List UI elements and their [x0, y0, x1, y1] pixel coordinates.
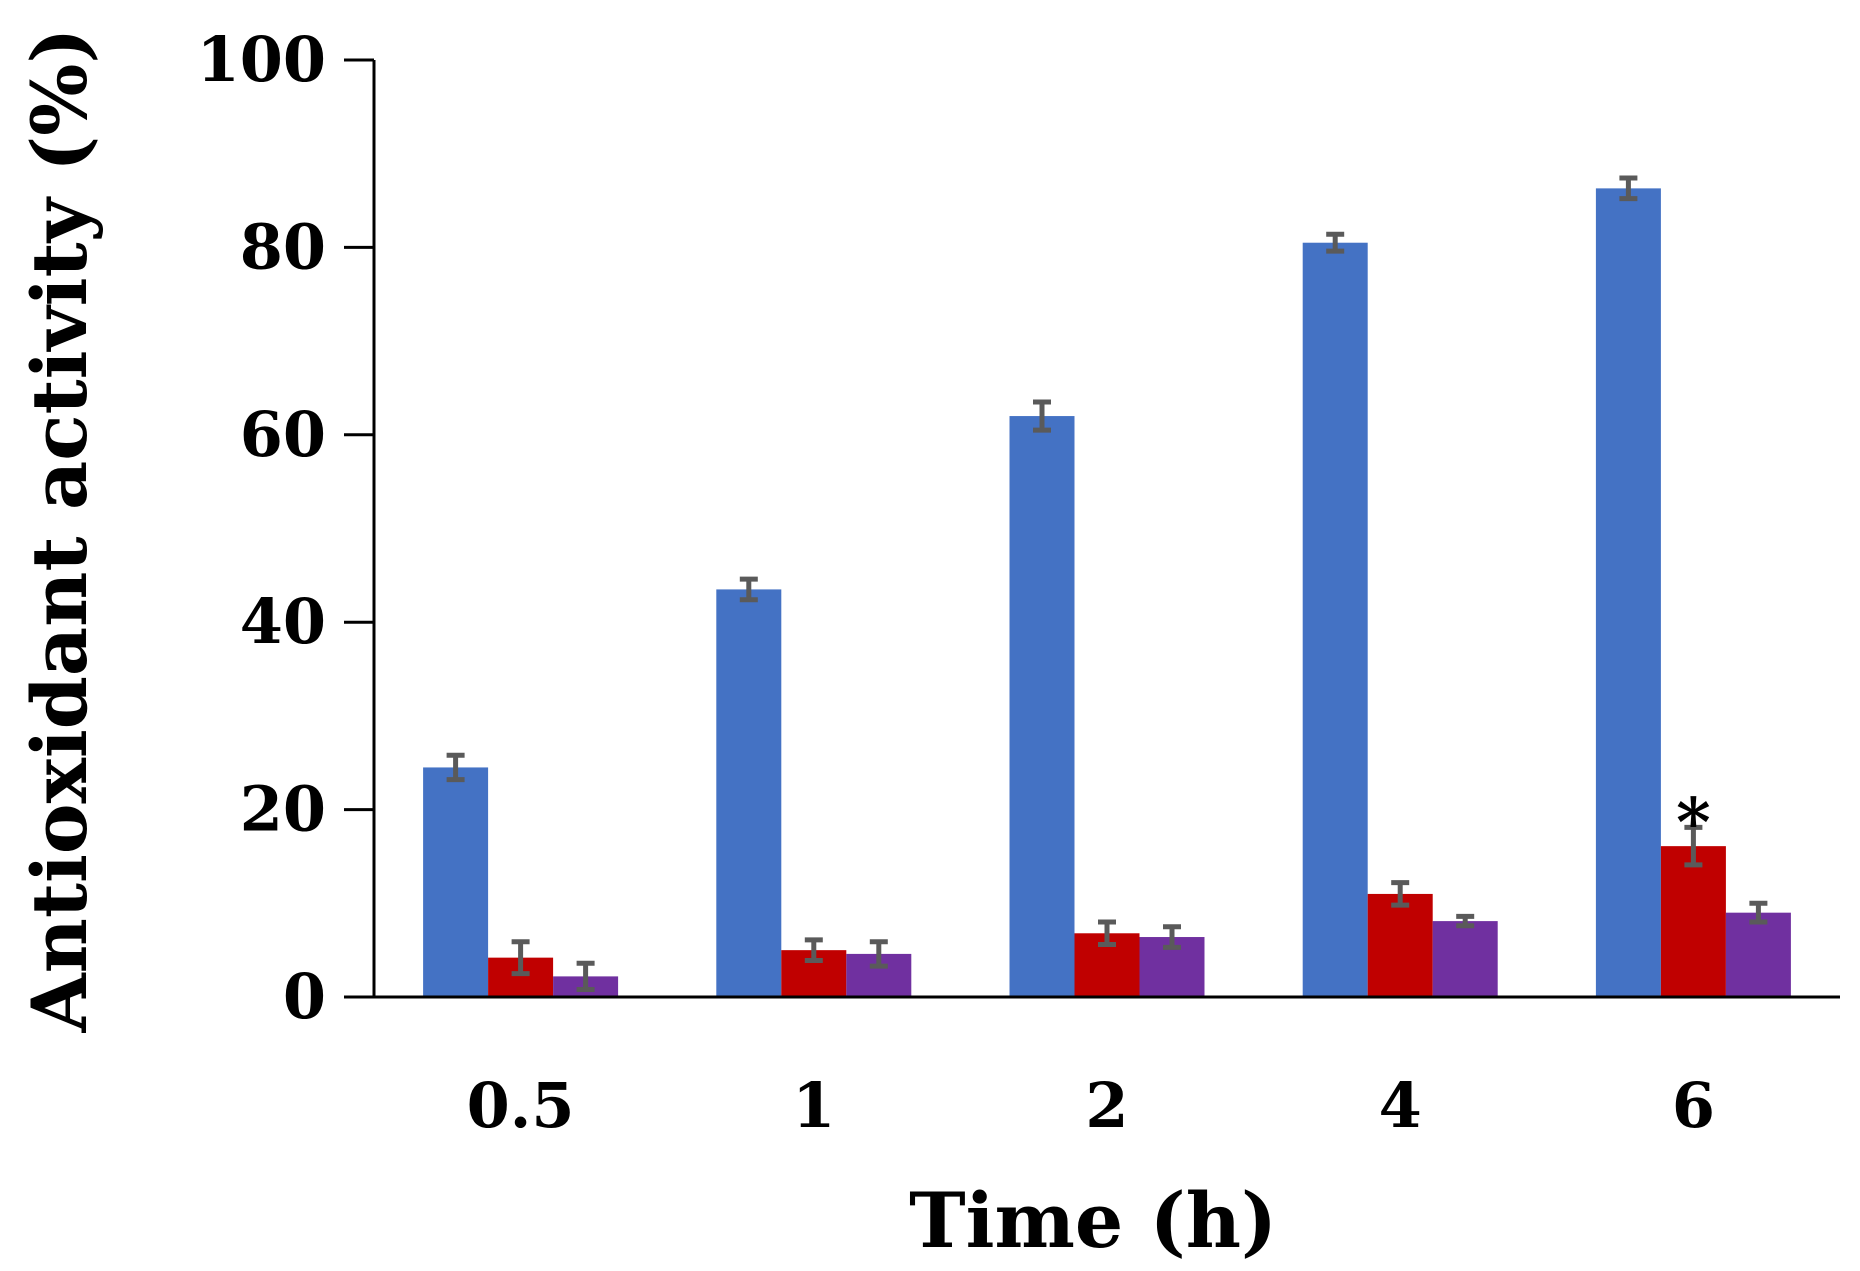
error-bars-layer: [446, 175, 1768, 993]
error-bar-series2-2: [1098, 919, 1116, 948]
y-ticks: 0 20 40 60 80 100: [197, 23, 374, 1033]
x-tick-label: 6: [1672, 1069, 1715, 1142]
y-tick-label: 60: [240, 398, 326, 471]
significance-marker: *: [1676, 783, 1711, 861]
bar-series1-6: [1595, 188, 1661, 997]
y-tick-label: 80: [240, 210, 326, 283]
error-bar-series3-6: [1749, 900, 1768, 925]
x-ticks: 0.5 1 2 4 6: [467, 1069, 1715, 1142]
error-bar-series3-0_5: [576, 960, 595, 993]
annotations: *: [1676, 783, 1711, 861]
y-tick-label: 0: [283, 960, 326, 1033]
axes-layer: [372, 60, 1840, 999]
error-bar-series1-4: [1326, 231, 1345, 254]
y-axis-title: Antioxidant activity (%): [15, 28, 104, 1034]
error-bar-series3-4: [1456, 913, 1475, 929]
bar-series1-4: [1302, 242, 1368, 998]
error-bar-series2-6: [1684, 824, 1703, 868]
bar-series2-6: [1660, 846, 1726, 997]
error-bar-series1-6: [1619, 175, 1638, 202]
error-bar-series2-1: [804, 937, 823, 963]
error-bar-series1-2: [1033, 399, 1051, 433]
error-bar-series2-4: [1391, 880, 1410, 908]
x-tick-label: 4: [1379, 1069, 1422, 1142]
error-bar-series1-1: [739, 576, 758, 603]
error-bar-series3-1: [869, 939, 888, 969]
error-bar-series1-0_5: [446, 752, 465, 783]
bar-series2-4: [1367, 893, 1433, 997]
error-bar-series3-2: [1163, 924, 1181, 950]
bars-layer: [423, 188, 1791, 998]
y-tick-label: 100: [197, 23, 326, 96]
bar-series1-2: [1009, 416, 1075, 997]
bar-series1-1: [716, 589, 782, 997]
x-tick-label: 0.5: [467, 1069, 575, 1142]
bar-series3-6: [1725, 912, 1791, 997]
x-axis-title: Time (h): [909, 1176, 1277, 1265]
y-tick-label: 40: [240, 585, 326, 658]
bar-series3-4: [1432, 921, 1498, 997]
x-tick-label: 2: [1085, 1069, 1128, 1142]
y-tick-label: 20: [240, 773, 326, 846]
error-bar-series2-0_5: [511, 939, 530, 977]
bar-series1-0_5: [423, 767, 489, 997]
x-tick-label: 1: [792, 1069, 835, 1142]
